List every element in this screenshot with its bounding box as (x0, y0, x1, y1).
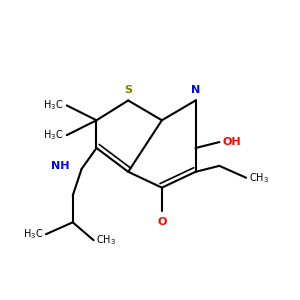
Text: O: O (157, 218, 167, 227)
Text: N: N (191, 85, 200, 94)
Text: CH$_3$: CH$_3$ (249, 171, 269, 184)
Text: NH: NH (51, 161, 70, 171)
Text: H$_3$C: H$_3$C (23, 227, 43, 241)
Text: CH$_3$: CH$_3$ (97, 233, 116, 247)
Text: OH: OH (222, 137, 241, 147)
Text: H$_3$C: H$_3$C (44, 128, 64, 142)
Text: S: S (124, 85, 132, 94)
Text: H$_3$C: H$_3$C (44, 98, 64, 112)
